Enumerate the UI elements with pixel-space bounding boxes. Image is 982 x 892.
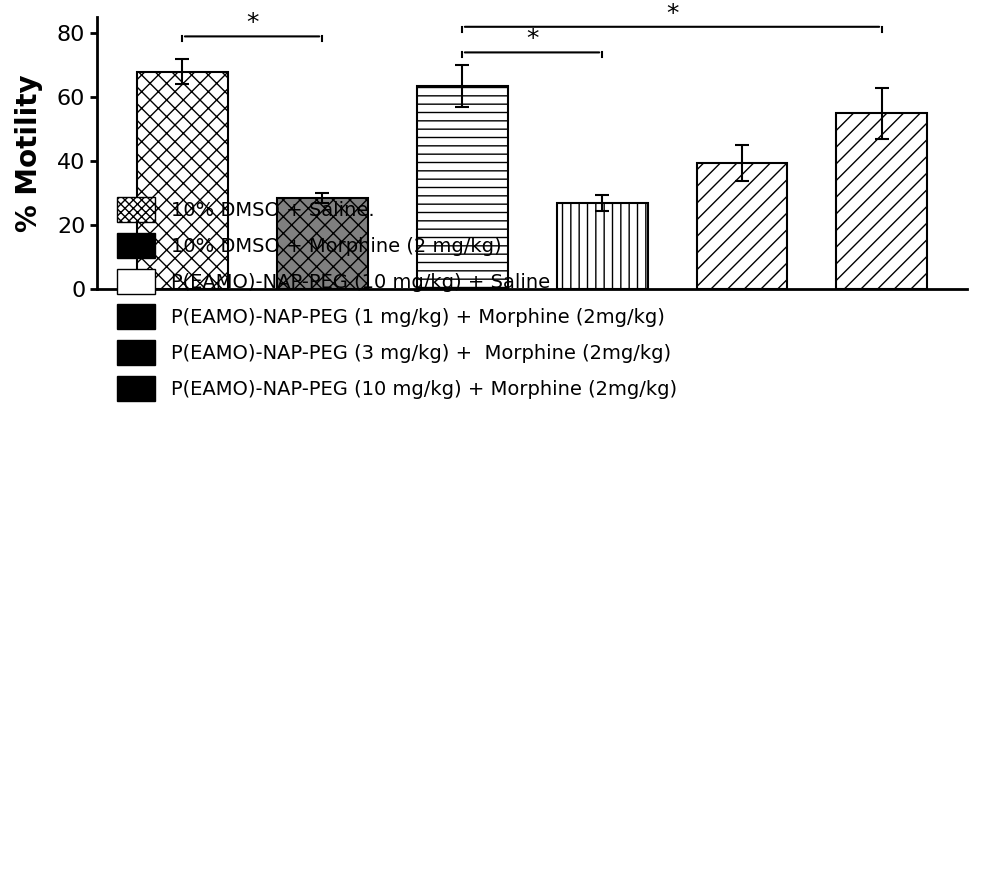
Text: *: * xyxy=(246,12,258,36)
Bar xyxy=(837,113,927,289)
Text: *: * xyxy=(525,28,538,52)
Legend: 10% DMSO + Saline., 10% DMSO + Morphine (2 mg/kg), P(EAMO)-NAP-PEG (10 mg/kg) + : 10% DMSO + Saline., 10% DMSO + Morphine … xyxy=(107,187,686,410)
Bar xyxy=(277,198,367,289)
Bar xyxy=(696,163,788,289)
Bar xyxy=(136,71,228,289)
Bar xyxy=(416,86,508,289)
Text: *: * xyxy=(666,2,679,26)
Y-axis label: % Motility: % Motility xyxy=(15,75,43,232)
Bar xyxy=(557,203,647,289)
